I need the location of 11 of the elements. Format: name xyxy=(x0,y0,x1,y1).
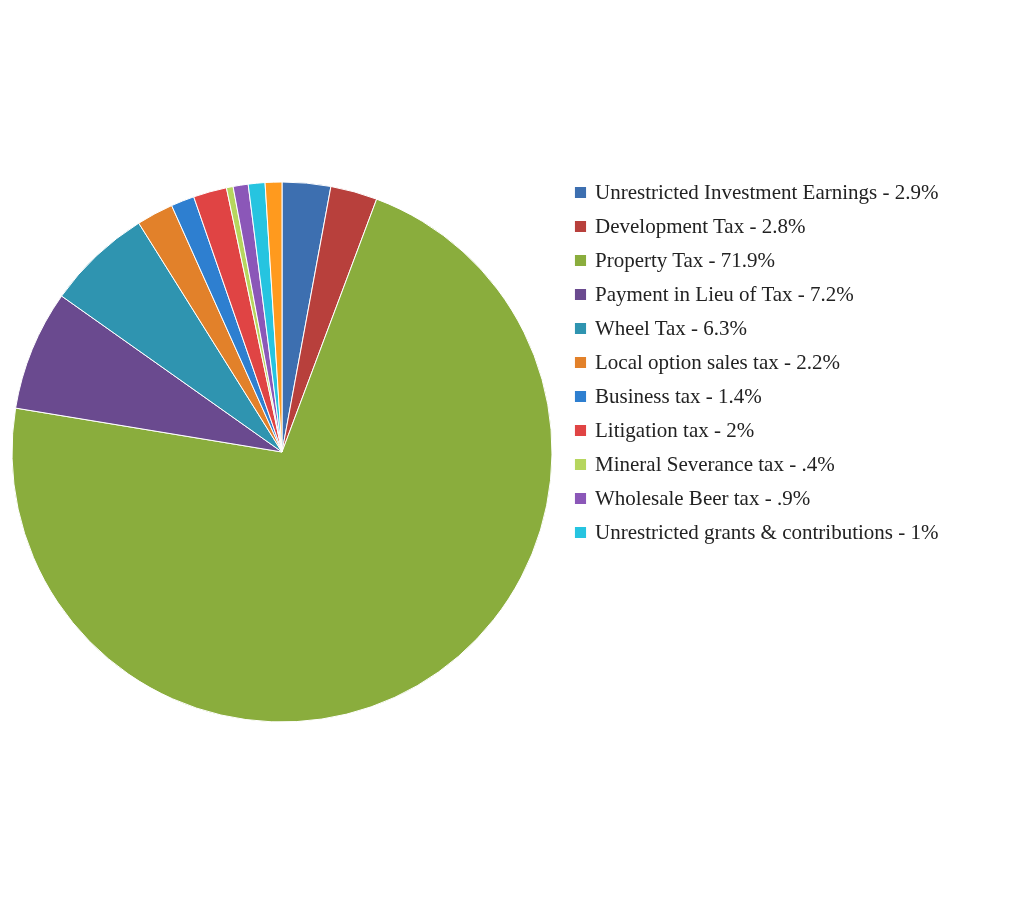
legend-label: Local option sales tax - 2.2% xyxy=(595,349,840,374)
legend-label: Wholesale Beer tax - .9% xyxy=(595,485,811,510)
legend-label: Development Tax - 2.8% xyxy=(595,213,806,238)
legend-label: Payment in Lieu of Tax - 7.2% xyxy=(595,281,854,306)
legend-label: Business tax - 1.4% xyxy=(595,383,762,408)
legend-label: Mineral Severance tax - .4% xyxy=(595,451,835,476)
legend-label: Litigation tax - 2% xyxy=(595,417,755,442)
legend-label: Unrestricted Investment Earnings - 2.9% xyxy=(595,179,939,204)
legend-label: Wheel Tax - 6.3% xyxy=(595,315,748,340)
legend-label: Unrestricted grants & contributions - 1% xyxy=(595,519,939,544)
legend-label: Property Tax - 71.9% xyxy=(595,247,776,272)
